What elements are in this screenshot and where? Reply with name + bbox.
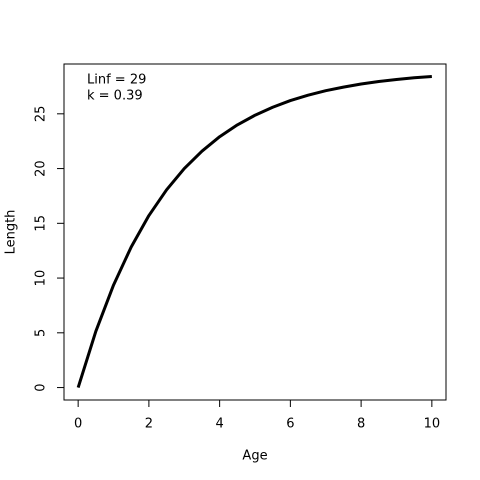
plot-box (63, 63, 447, 401)
x-tick-label: 6 (286, 417, 294, 432)
x-axis-label: Age (242, 449, 267, 464)
annotation: k = 0.39 (87, 89, 143, 104)
y-tick-label: 25 (34, 106, 49, 123)
x-tick-label: 10 (424, 417, 441, 432)
x-tick-label: 4 (215, 417, 223, 432)
x-tick-label: 2 (145, 417, 153, 432)
y-tick-label: 20 (34, 160, 49, 177)
y-tick-label: 5 (34, 329, 49, 337)
y-tick-label: 15 (34, 215, 49, 232)
y-tick-label: 0 (34, 383, 49, 391)
y-axis-label: Length (4, 210, 19, 255)
line (76, 74, 432, 389)
annotation: Linf = 29 (87, 73, 146, 88)
x-tick-label: 8 (357, 417, 365, 432)
x-tick-label: 0 (74, 417, 82, 432)
y-tick-label: 10 (34, 270, 49, 287)
